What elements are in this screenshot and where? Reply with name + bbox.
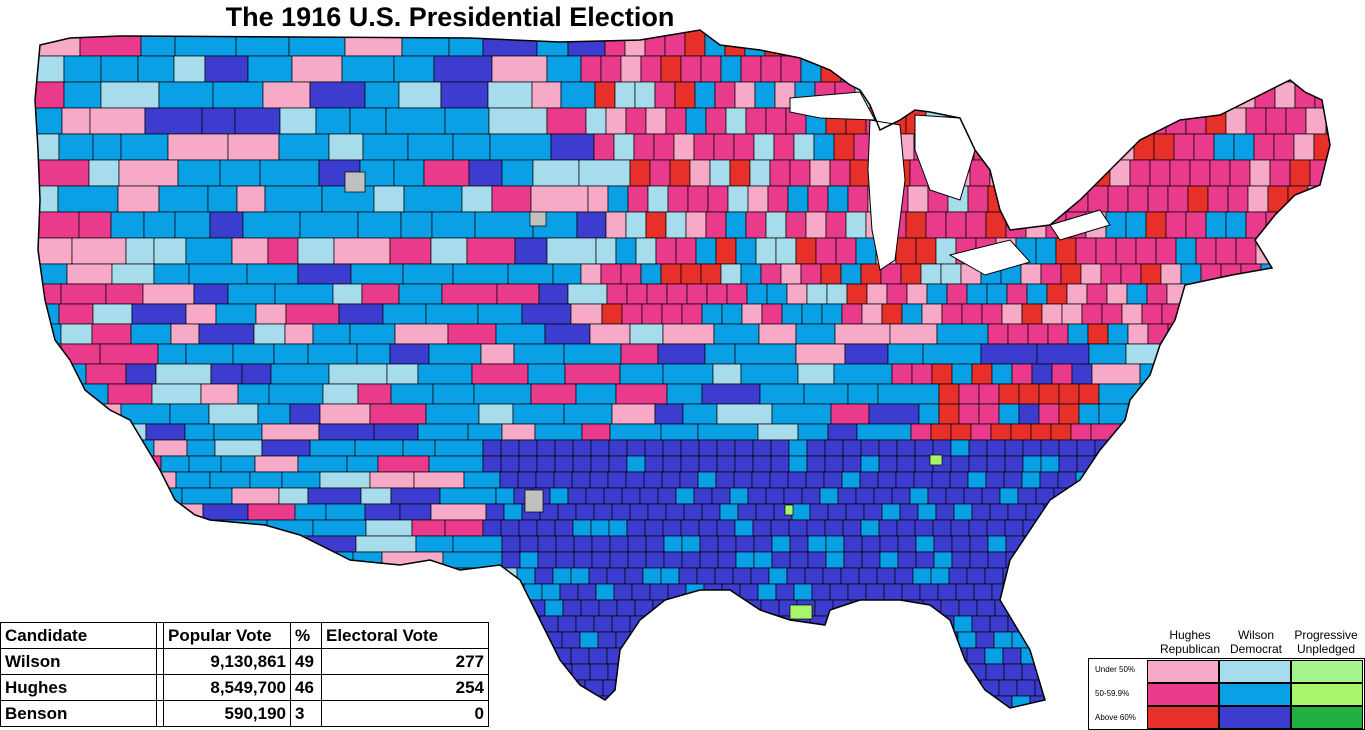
percent: 3 — [290, 700, 322, 727]
candidate-name: Wilson — [0, 648, 157, 675]
percent: 49 — [290, 648, 322, 675]
header-candidate: Candidate — [0, 622, 157, 649]
results-row-wilson: Wilson 9,130,861 49 277 — [0, 648, 489, 675]
map-title: The 1916 U.S. Presidential Election — [225, 2, 675, 32]
popular-vote: 8,549,700 — [163, 674, 291, 701]
legend-header-line: Democrat — [1229, 642, 1282, 656]
results-header-row: Candidate Popular Vote % Electoral Vote — [0, 622, 489, 649]
legend-header-line: Hughes — [1169, 628, 1211, 642]
percent: 46 — [290, 674, 322, 701]
legend-header-republican: Hughes Republican — [1154, 628, 1226, 656]
results-table: Candidate Popular Vote % Electoral Vote … — [0, 622, 489, 727]
blank-cell — [156, 674, 164, 701]
swatch-dem-50-60 — [1219, 683, 1291, 706]
swatch-prog-50-60 — [1291, 683, 1363, 706]
legend-frame: Under 50% 50-59.9% Above 60% — [1088, 658, 1365, 730]
blank-cell — [156, 700, 164, 727]
swatch-rep-under50 — [1147, 660, 1219, 683]
header-electoral-vote: Electoral Vote — [321, 622, 489, 649]
popular-vote: 9,130,861 — [163, 648, 291, 675]
swatch-dem-under50 — [1219, 660, 1291, 683]
map-legend: Hughes Republican Wilson Democrat Progre… — [1088, 628, 1365, 730]
legend-header-line: Republican — [1159, 642, 1221, 656]
legend-header-line: Wilson — [1237, 628, 1274, 642]
legend-header-line: Unpledged — [1296, 642, 1356, 656]
swatch-prog-above60 — [1291, 706, 1363, 729]
legend-row-label: 50-59.9% — [1095, 689, 1130, 698]
candidate-name: Hughes — [0, 674, 157, 701]
electoral-vote: 277 — [321, 648, 489, 675]
electoral-vote: 254 — [321, 674, 489, 701]
legend-header-progressive: Progressive Unpledged — [1290, 628, 1362, 656]
swatch-dem-above60 — [1219, 706, 1291, 729]
swatch-prog-under50 — [1291, 660, 1363, 683]
results-row-hughes: Hughes 8,549,700 46 254 — [0, 674, 489, 701]
header-percent: % — [290, 622, 322, 649]
header-blank — [156, 622, 164, 649]
legend-header-democrat: Wilson Democrat — [1220, 628, 1292, 656]
us-outline — [34, 29, 1331, 709]
blank-cell — [156, 648, 164, 675]
legend-row-label: Above 60% — [1095, 713, 1136, 722]
electoral-vote: 0 — [321, 700, 489, 727]
legend-row-label: Under 50% — [1095, 665, 1136, 674]
popular-vote: 590,190 — [163, 700, 291, 727]
results-row-benson: Benson 590,190 3 0 — [0, 700, 489, 727]
swatch-rep-50-60 — [1147, 683, 1219, 706]
swatch-rep-above60 — [1147, 706, 1219, 729]
candidate-name: Benson — [0, 700, 157, 727]
header-popular-vote: Popular Vote — [163, 622, 291, 649]
legend-header-line: Progressive — [1294, 628, 1358, 642]
